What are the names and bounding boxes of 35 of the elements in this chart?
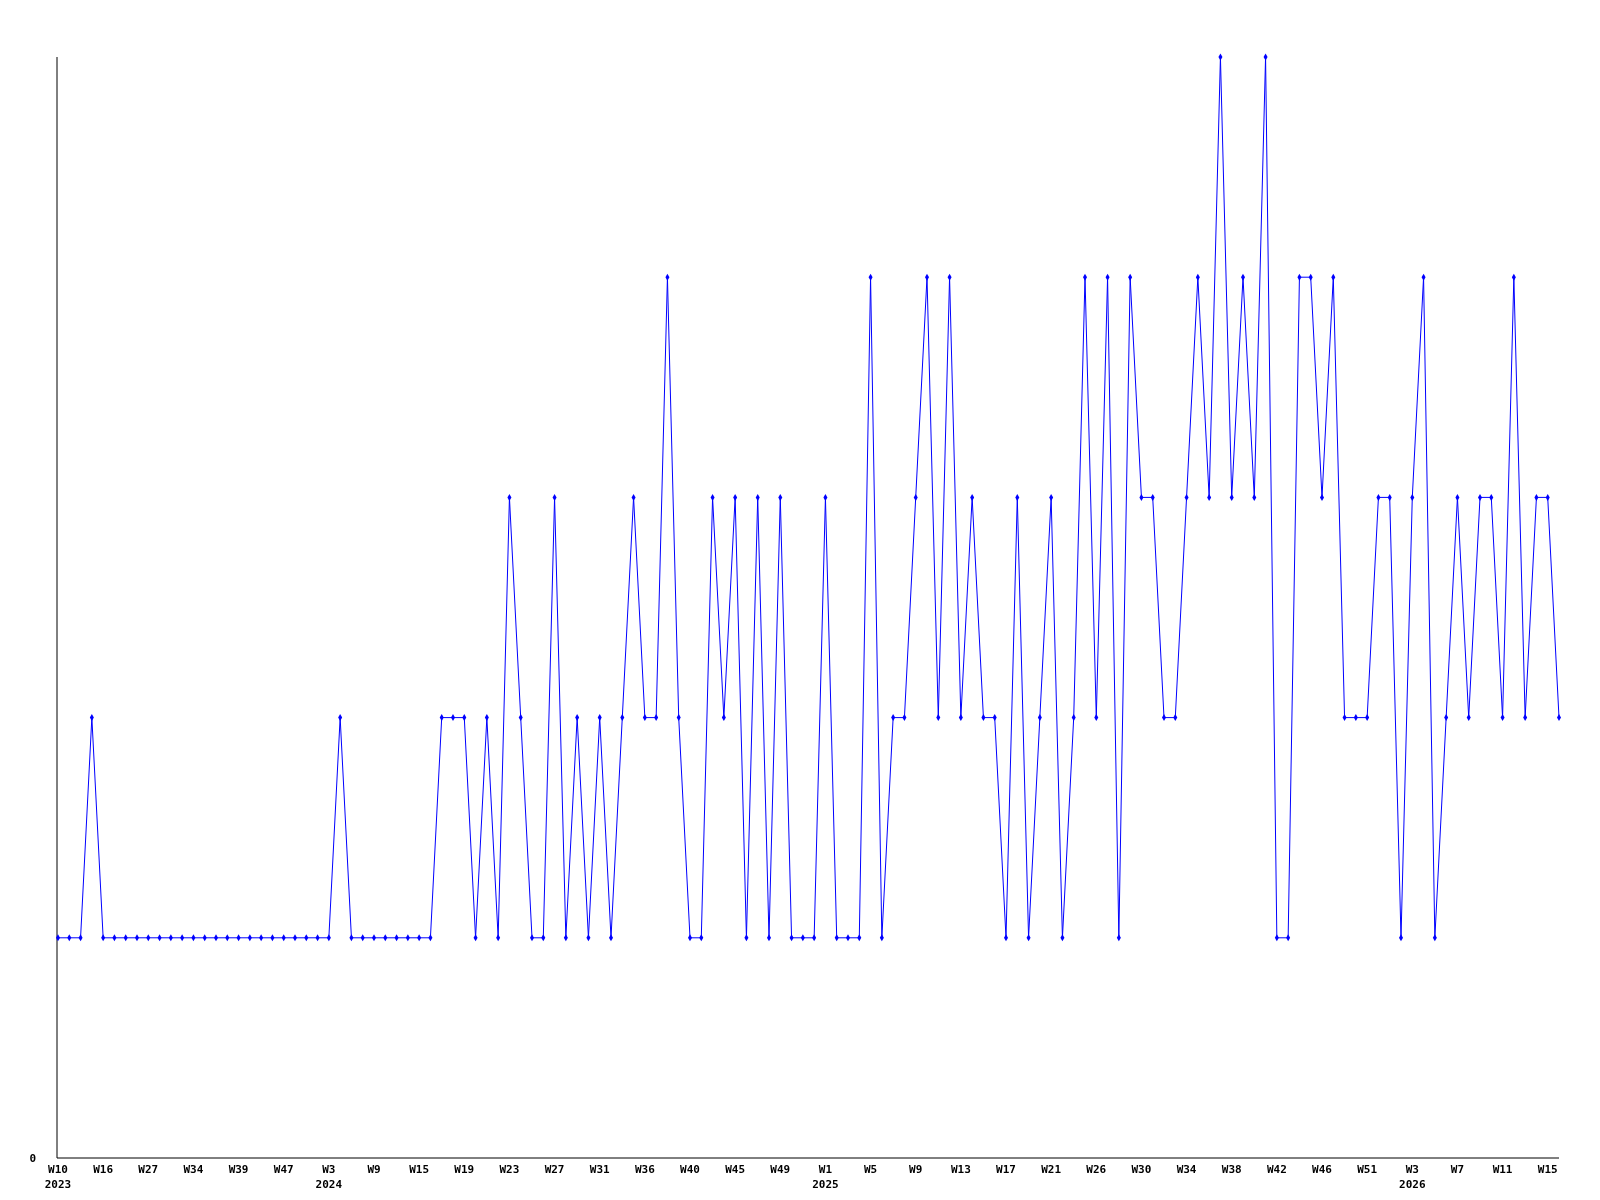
- x-tick-label: W13: [950, 1163, 971, 1176]
- x-tick-label: W10 2023: [44, 1163, 72, 1191]
- x-tick-label: W27: [138, 1163, 159, 1176]
- x-tick-label: W36: [634, 1163, 656, 1176]
- x-tick-label: W3 2024: [315, 1163, 343, 1191]
- x-tick-label: W9: [367, 1163, 381, 1176]
- x-tick-label: W46: [1312, 1163, 1333, 1176]
- x-tick-label: W23: [499, 1163, 520, 1176]
- x-tick-label: W51: [1357, 1163, 1378, 1176]
- x-tick-label: W34: [183, 1163, 204, 1176]
- x-tick-label: W15: [409, 1163, 430, 1176]
- x-tick-label: W49: [770, 1163, 791, 1176]
- x-tick-label: W9: [909, 1163, 923, 1176]
- x-tick-label: W3 2026: [1399, 1163, 1426, 1191]
- x-tick-label: W17: [996, 1163, 1016, 1176]
- x-tick-label: W19: [454, 1163, 475, 1176]
- x-tick-label: W45: [725, 1163, 746, 1176]
- x-tick-label: W15: [1537, 1163, 1558, 1176]
- x-tick-label: W16: [93, 1163, 114, 1176]
- x-tick-label: W39: [228, 1163, 249, 1176]
- x-tick-label: W11: [1492, 1163, 1513, 1176]
- x-tick-label: W34: [1176, 1163, 1197, 1176]
- x-tick-label: W27: [544, 1163, 565, 1176]
- x-tick-label: W42: [1266, 1163, 1287, 1176]
- x-tick-label: W38: [1221, 1163, 1242, 1176]
- x-tick-label: W1 2025: [812, 1163, 839, 1191]
- x-tick-label: W7: [1450, 1163, 1465, 1176]
- x-tick-label: W30: [1131, 1163, 1152, 1176]
- x-tick-label: W31: [589, 1163, 611, 1176]
- x-tick-label: W5: [863, 1163, 878, 1176]
- x-tick-label: W47: [273, 1163, 294, 1176]
- x-tick-label: W21: [1041, 1163, 1062, 1176]
- x-tick-label: W26: [1086, 1163, 1107, 1176]
- x-tick-label: W40: [680, 1163, 700, 1176]
- text: 0: [29, 1152, 36, 1165]
